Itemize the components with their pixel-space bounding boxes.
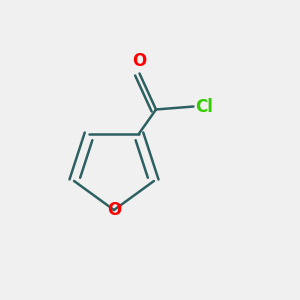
- Text: O: O: [107, 201, 121, 219]
- Text: Cl: Cl: [195, 98, 213, 116]
- Text: O: O: [132, 52, 147, 70]
